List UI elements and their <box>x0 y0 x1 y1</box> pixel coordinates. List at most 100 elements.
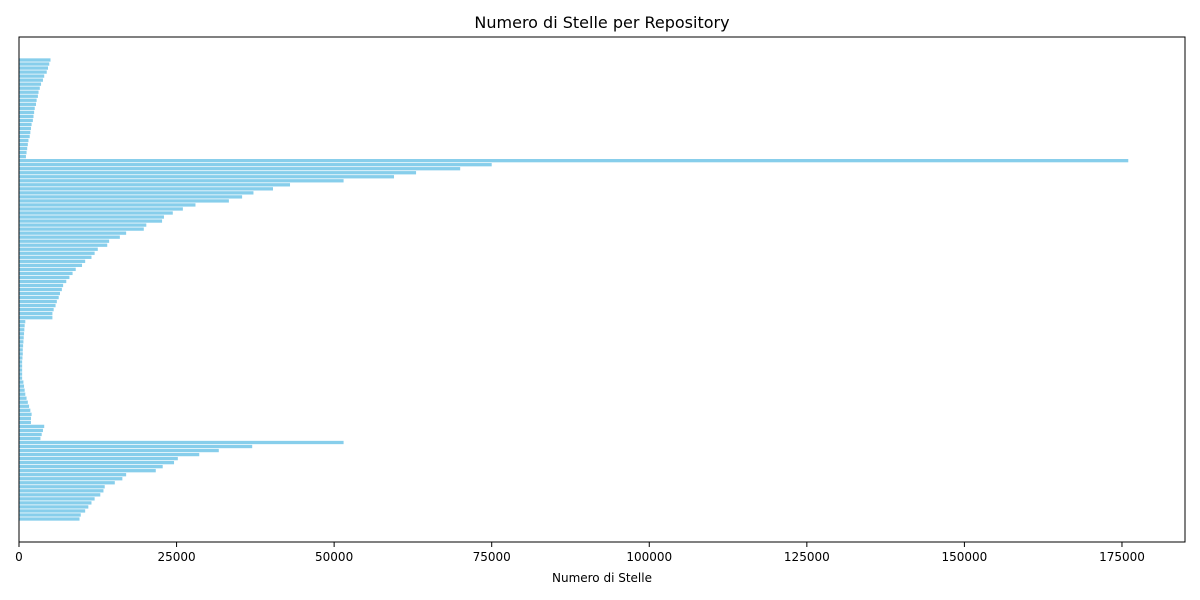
bar <box>19 239 110 243</box>
bar <box>19 404 30 408</box>
bar <box>19 444 253 449</box>
bar <box>19 307 54 312</box>
bar <box>19 187 273 191</box>
bar <box>19 340 24 344</box>
bar <box>19 420 31 425</box>
bar <box>19 102 37 106</box>
bar <box>19 82 42 86</box>
bar <box>19 509 86 513</box>
bar <box>19 275 70 280</box>
bar <box>19 215 164 219</box>
bar <box>19 58 51 62</box>
bar <box>19 320 26 324</box>
bar <box>19 219 163 223</box>
bar <box>19 477 123 481</box>
bar <box>19 380 24 384</box>
x-tick-label: 100000 <box>626 550 672 564</box>
bar <box>19 448 219 453</box>
bar <box>19 167 461 171</box>
bar <box>19 122 32 127</box>
bar <box>19 146 28 151</box>
bar <box>19 259 86 263</box>
bar <box>19 255 92 259</box>
bar <box>19 469 156 473</box>
bar <box>19 352 23 356</box>
bar <box>19 440 344 445</box>
bar <box>19 154 26 159</box>
bar <box>19 114 34 119</box>
bar <box>19 287 62 292</box>
x-tick-label: 175000 <box>1099 550 1145 564</box>
bar <box>19 376 23 380</box>
x-tick-label: 25000 <box>157 550 195 564</box>
bar <box>19 295 59 300</box>
bar <box>19 86 40 90</box>
bar <box>19 465 163 469</box>
bar <box>19 263 83 267</box>
bar <box>19 501 92 505</box>
bar <box>19 171 417 175</box>
bar <box>19 388 25 392</box>
bar <box>19 364 23 368</box>
bar <box>19 90 39 94</box>
bar <box>19 299 57 304</box>
bar <box>19 408 31 412</box>
bar <box>19 211 173 215</box>
bar <box>19 303 56 308</box>
bar <box>19 424 45 429</box>
bar <box>19 505 89 509</box>
bar <box>19 251 95 255</box>
bar <box>19 163 492 167</box>
bar <box>19 98 37 102</box>
bar <box>19 191 254 195</box>
bar <box>19 392 26 396</box>
bar <box>19 118 33 123</box>
bar <box>19 489 104 493</box>
x-tick-label: 150000 <box>941 550 987 564</box>
bar <box>19 130 31 135</box>
bars-group <box>19 58 1129 521</box>
x-axis-label: Numero di Stelle <box>552 571 652 585</box>
bar <box>19 356 23 360</box>
bar <box>19 106 35 110</box>
bar <box>19 436 41 441</box>
bar <box>19 231 127 235</box>
bar <box>19 195 243 199</box>
bar <box>19 134 30 139</box>
bar <box>19 267 76 272</box>
plot-frame <box>18 36 1186 543</box>
bar <box>19 183 291 187</box>
bar <box>19 199 229 203</box>
x-tick-label: 75000 <box>473 550 511 564</box>
bar <box>19 235 120 239</box>
bar <box>19 481 115 485</box>
bar <box>19 207 183 211</box>
bar <box>19 328 25 332</box>
bar <box>19 336 24 340</box>
bar <box>19 247 98 251</box>
bar <box>19 432 42 437</box>
x-tick-label: 125000 <box>784 550 830 564</box>
bar <box>19 142 28 147</box>
bar <box>19 203 196 207</box>
bar <box>19 312 53 316</box>
bar <box>19 412 32 416</box>
x-axis-ticks: 0 25000 50000 75000 100000 125000 150000 175000 <box>15 542 1145 564</box>
bar <box>19 368 23 372</box>
bar <box>19 78 43 82</box>
bar <box>19 159 1129 163</box>
bar <box>19 138 29 143</box>
bar <box>19 400 28 404</box>
bar <box>19 74 45 78</box>
bar <box>19 344 24 348</box>
bar <box>19 460 175 465</box>
bar <box>19 150 27 155</box>
bar <box>19 243 108 247</box>
bar <box>19 223 147 227</box>
bar <box>19 283 64 288</box>
x-tick-label: 50000 <box>315 550 353 564</box>
bar <box>19 416 31 420</box>
bar <box>19 316 53 320</box>
bar <box>19 332 25 336</box>
